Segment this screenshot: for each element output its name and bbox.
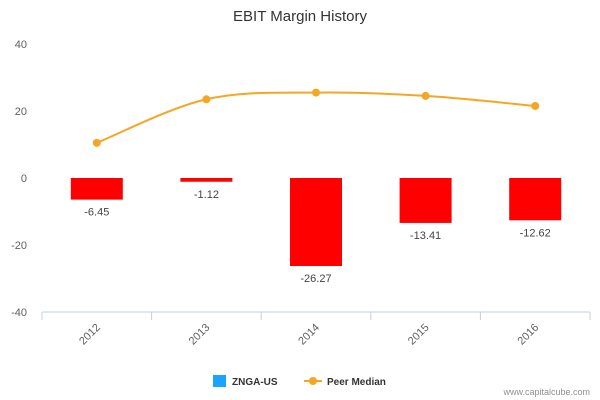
bar [509, 178, 562, 221]
peer-median-point [202, 95, 211, 104]
bar [180, 178, 233, 182]
legend-swatch-point [309, 377, 317, 385]
legend-label-line: Peer Median [327, 377, 386, 388]
bar [70, 178, 123, 200]
y-tick-label: 40 [15, 39, 27, 51]
line-series [92, 88, 540, 147]
credit-text: www.capitalcube.com [502, 387, 590, 397]
bar-data-label: -13.41 [410, 230, 441, 242]
bar [290, 178, 342, 267]
peer-median-line [96, 91, 536, 144]
y-tick-label: 0 [21, 173, 27, 185]
legend-swatch-bar [213, 375, 226, 387]
legend: ZNGA-US Peer Median [213, 375, 386, 388]
chart-title: EBIT Margin History [233, 8, 367, 25]
bar-data-label: -1.12 [194, 189, 219, 201]
x-tick-label: 2015 [406, 322, 432, 348]
bar-data-label: -12.62 [520, 227, 551, 239]
y-tick-label: 20 [15, 106, 27, 118]
y-axis: 40 20 0 -20 -40 [11, 39, 27, 319]
bar-series [70, 178, 562, 267]
x-tick-label: 2012 [77, 322, 103, 348]
y-tick-label: -20 [11, 240, 27, 252]
x-tick-label: 2013 [187, 322, 213, 348]
peer-median-point [92, 138, 101, 147]
peer-median-point [312, 88, 320, 97]
x-tick-label: 2016 [516, 322, 542, 348]
peer-median-point [421, 91, 430, 100]
y-tick-label: -40 [11, 307, 27, 319]
legend-label-bar: ZNGA-US [232, 377, 278, 388]
peer-median-point [531, 101, 540, 110]
bar [399, 178, 452, 223]
bar-data-label: -6.45 [84, 207, 109, 219]
x-tick-label: 2014 [296, 322, 322, 348]
x-axis: 2012 2013 2014 2015 2016 [41, 311, 591, 348]
bar-data-label: -26.27 [300, 273, 331, 285]
data-labels: -6.45 -1.12 -26.27 -13.41 -12.62 [84, 189, 551, 285]
